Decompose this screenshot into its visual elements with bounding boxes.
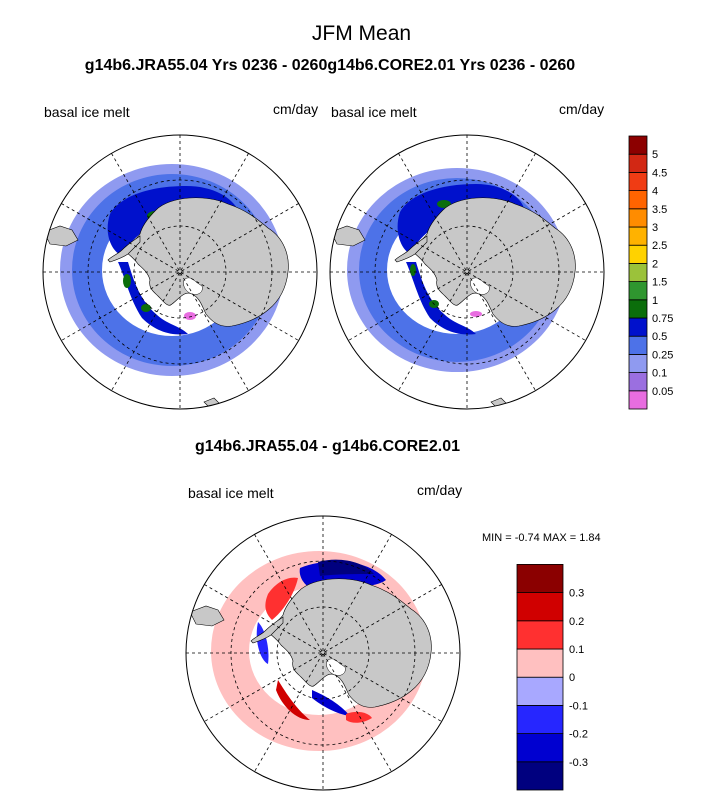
colorbar-bottom-swatch-2 xyxy=(516,705,564,735)
colorbar-top-swatch-4 xyxy=(628,317,648,337)
min-value: -0.74 xyxy=(514,532,540,544)
colorbar-top-tick-label-6: 1.5 xyxy=(652,277,667,289)
colorbar-top-swatch-11 xyxy=(628,190,648,210)
colorbar-top-tick-label-10: 3.5 xyxy=(652,204,667,216)
colorbar-top-swatch-5 xyxy=(628,299,648,319)
colorbar-top-tick-label-12: 4.5 xyxy=(652,167,667,179)
colorbar-top-swatch-3 xyxy=(628,335,648,355)
colorbar-top-swatch-12 xyxy=(628,171,648,191)
colorbar-top-tick-label-9: 3 xyxy=(652,222,658,234)
colorbar-top-swatch-0 xyxy=(628,390,648,410)
max-label: MAX = xyxy=(542,532,577,544)
colorbar-top-swatch-6 xyxy=(628,281,648,301)
colorbar-bottom-tick-label-2: -0.1 xyxy=(569,700,588,712)
colorbar-bottom-tick-label-4: 0.1 xyxy=(569,644,584,656)
colorbar-top-tick-label-7: 2 xyxy=(652,258,658,270)
figure-subtitle: g14b6.JRA55.04 Yrs 0236 - 0260g14b6.CORE… xyxy=(84,57,576,74)
colorbar-bottom-tick-label-6: 0.3 xyxy=(569,588,584,600)
colorbar-bottom-swatch-5 xyxy=(516,620,564,650)
colorbar-bottom: -0.3 -0.2 -0.1 0 0.1 0.2 0.3 xyxy=(516,564,588,791)
colorbar-top-swatch-14 xyxy=(628,135,648,155)
difference-stats: MIN = -0.74 MAX = 1.84 xyxy=(482,532,601,544)
colorbar-top-swatch-9 xyxy=(628,226,648,246)
colorbar-bottom-swatch-4 xyxy=(516,648,564,678)
panel3-units-label: cm/day xyxy=(417,482,463,498)
colorbar-bottom-swatch-6 xyxy=(516,592,564,622)
difference-title: g14b6.JRA55.04 - g14b6.CORE2.01 xyxy=(194,438,460,455)
colorbar-top-tick-label-8: 2.5 xyxy=(652,240,667,252)
colorbar-top: 0.05 0.1 0.25 0.5 0.75 1 1.5 2 2.5 3 3.5 4 4.5 5 xyxy=(628,135,673,410)
colorbar-bottom-tick-label-3: 0 xyxy=(569,672,575,684)
colorbar-top-tick-label-5: 1 xyxy=(652,295,658,307)
colorbar-bottom-tick-label-1: -0.2 xyxy=(569,729,588,741)
colorbar-top-tick-label-2: 0.25 xyxy=(652,349,673,361)
min-label: MIN = xyxy=(482,532,512,544)
colorbar-bottom-swatch-7 xyxy=(516,564,564,594)
max-value: 1.84 xyxy=(579,532,601,544)
colorbar-top-swatch-7 xyxy=(628,262,648,282)
colorbar-top-tick-label-1: 0.1 xyxy=(652,368,667,380)
colorbar-top-tick-label-0: 0.05 xyxy=(652,386,673,398)
panel1-units-label: cm/day xyxy=(273,101,319,117)
colorbar-top-swatch-2 xyxy=(628,353,648,373)
colorbar-bottom-tick-label-0: -0.3 xyxy=(569,757,588,769)
colorbar-bottom-swatch-3 xyxy=(516,676,564,706)
panel2-field-label: basal ice melt xyxy=(331,104,417,120)
colorbar-top-tick-label-11: 4 xyxy=(652,186,658,198)
panel2-map xyxy=(329,134,605,410)
panel1-field-label: basal ice melt xyxy=(44,104,130,120)
panel3-map xyxy=(185,515,461,791)
panel3-field-label: basal ice melt xyxy=(188,485,274,501)
colorbar-bottom-swatch-0 xyxy=(516,761,564,791)
colorbar-top-tick-label-3: 0.5 xyxy=(652,331,667,343)
colorbar-bottom-swatch-1 xyxy=(516,733,564,763)
panel1-map xyxy=(42,134,318,410)
colorbar-top-swatch-10 xyxy=(628,208,648,228)
colorbar-top-swatch-13 xyxy=(628,153,648,173)
colorbar-top-swatch-8 xyxy=(628,244,648,264)
figure-title: JFM Mean xyxy=(311,22,412,45)
colorbar-top-tick-label-4: 0.75 xyxy=(652,313,673,325)
panel2-units-label: cm/day xyxy=(559,101,605,117)
colorbar-top-swatch-1 xyxy=(628,372,648,392)
colorbar-top-tick-label-13: 5 xyxy=(652,149,658,161)
colorbar-bottom-tick-label-5: 0.2 xyxy=(569,616,584,628)
